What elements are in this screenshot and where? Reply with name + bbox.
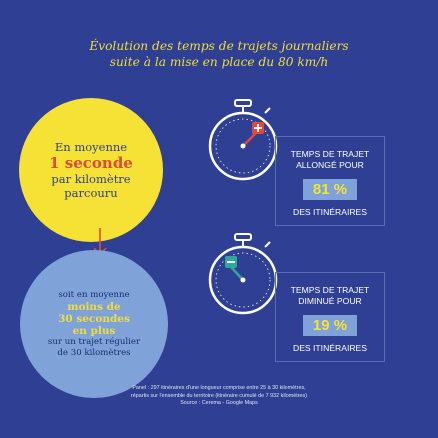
blue-circle-line-4: en plus xyxy=(72,324,116,337)
stat-box-longer-percent: 81 % xyxy=(302,179,358,200)
stopwatch-plus-icon xyxy=(208,99,278,181)
footnote-line-2: répartis sur l'ensemble du territoire (i… xyxy=(131,392,307,399)
stat-box-longer-foot: DES ITINÉRAIRES xyxy=(292,207,368,217)
stat-box-shorter-foot: DES ITINÉRAIRES xyxy=(292,343,368,353)
footnote-source: Source : Cerema - Google Maps xyxy=(180,400,258,406)
title-line-2: suite à la mise en place du 80 km/h xyxy=(109,55,329,69)
blue-circle-stat: soit en moyenne moins de 30 secondes en … xyxy=(20,250,168,398)
stat-box-longer: TEMPS DE TRAJET ALLONGÉ POUR 81 % DES IT… xyxy=(275,136,385,226)
stopwatch-minus-icon xyxy=(208,233,278,315)
stat-box-shorter-label-1: TEMPS DE TRAJET xyxy=(290,285,370,295)
blue-circle-line-3: 30 secondes xyxy=(58,312,130,325)
stat-box-longer-label-2: ALLONGÉ POUR xyxy=(296,160,364,170)
blue-circle-line-1: soit en moyenne xyxy=(58,289,130,300)
stat-box-shorter: TEMPS DE TRAJET DIMINUÉ POUR 19 % DES IT… xyxy=(275,272,385,362)
footnote: Panel : 297 itinéraires d'une longueur c… xyxy=(0,385,438,408)
yellow-circle-highlight: 1 seconde xyxy=(49,154,133,172)
stat-box-longer-label-1: TEMPS DE TRAJET xyxy=(290,149,370,159)
blue-circle-line-6: de 30 kilomètres xyxy=(57,347,131,358)
yellow-circle-line-4: parcouru xyxy=(64,186,118,200)
yellow-circle-line-3: par kilomètre xyxy=(51,172,131,186)
title-line-1: Évolution des temps de trajets journalie… xyxy=(89,39,349,53)
page-title: Évolution des temps de trajets journalie… xyxy=(0,38,438,70)
footnote-line-1: Panel : 297 itinéraires d'une longueur c… xyxy=(132,385,306,391)
yellow-circle-stat: En moyenne 1 seconde par kilomètre parco… xyxy=(19,98,163,242)
stat-box-shorter-label-2: DIMINUÉ POUR xyxy=(298,296,362,306)
yellow-circle-line-1: En moyenne xyxy=(54,140,128,154)
blue-circle-line-5: sur un trajet régulier xyxy=(47,336,141,347)
blue-circle-line-2: moins de xyxy=(67,300,121,313)
stat-box-shorter-percent: 19 % xyxy=(302,315,358,336)
